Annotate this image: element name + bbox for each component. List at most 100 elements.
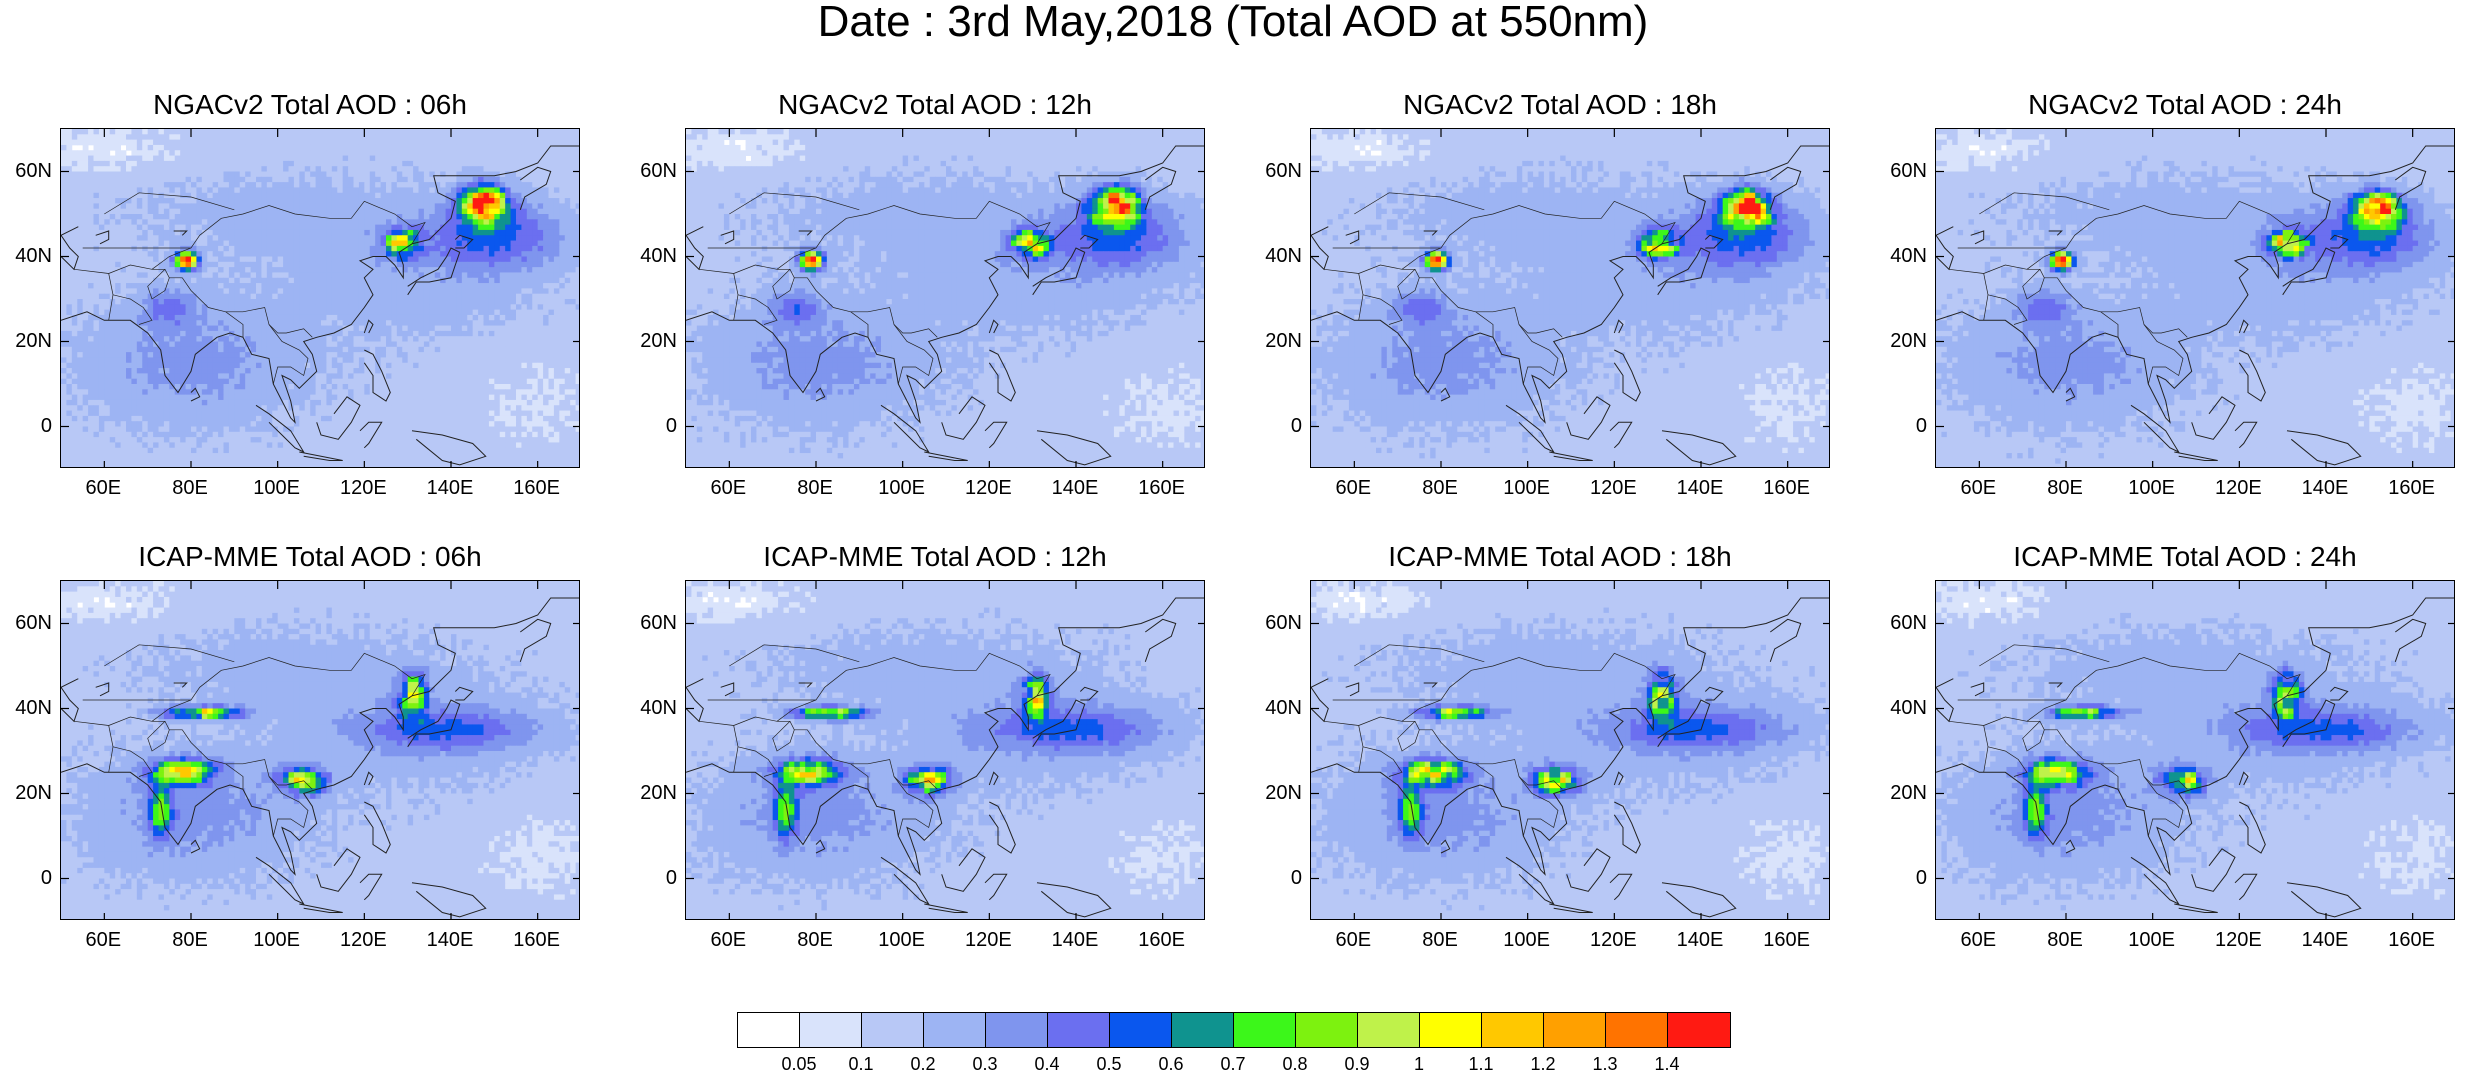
aod-cell xyxy=(381,150,387,156)
aod-cell xyxy=(348,278,354,284)
aod-cell xyxy=(261,140,267,146)
aod-cell xyxy=(261,156,267,162)
aod-cell xyxy=(310,241,316,247)
aod-cell xyxy=(115,331,121,337)
aod-cell xyxy=(66,235,72,241)
aod-cell xyxy=(316,278,322,284)
aod-cell xyxy=(424,363,430,369)
aod-cell xyxy=(451,315,457,321)
aod-cell xyxy=(435,214,441,220)
aod-cell xyxy=(310,294,316,300)
aod-cell xyxy=(462,379,468,385)
aod-cell xyxy=(359,384,365,390)
aod-cell xyxy=(429,395,435,401)
aod-cell xyxy=(175,278,181,284)
aod-cell xyxy=(386,288,392,294)
aod-cell xyxy=(516,187,522,193)
aod-cell xyxy=(419,357,425,363)
aod-cell xyxy=(245,214,251,220)
aod-cell xyxy=(456,145,462,151)
aod-cell xyxy=(115,235,121,241)
aod-cell xyxy=(505,283,511,289)
aod-cell xyxy=(66,140,72,146)
aod-cell xyxy=(489,193,495,199)
aod-cell xyxy=(370,246,376,252)
aod-cell xyxy=(88,299,94,305)
aod-cell xyxy=(229,389,235,395)
aod-cell xyxy=(256,198,262,204)
aod-cell xyxy=(462,198,468,204)
aod-cell xyxy=(310,257,316,263)
aod-cell xyxy=(234,304,240,310)
aod-cell xyxy=(554,219,560,225)
aod-cell xyxy=(175,310,181,316)
aod-cell xyxy=(299,225,305,231)
aod-cell xyxy=(299,357,305,363)
aod-cell xyxy=(576,352,580,358)
aod-cell xyxy=(191,166,197,172)
aod-cell xyxy=(413,129,419,135)
aod-cell xyxy=(159,134,165,140)
aod-cell xyxy=(484,241,490,247)
aod-cell xyxy=(159,342,165,348)
aod-cell xyxy=(494,315,500,321)
aod-cell xyxy=(402,400,408,406)
aod-cell xyxy=(191,320,197,326)
aod-cell xyxy=(397,326,403,332)
aod-cell xyxy=(429,145,435,151)
aod-cell xyxy=(451,140,457,146)
aod-cell xyxy=(462,336,468,342)
aod-cell xyxy=(494,187,500,193)
aod-cell xyxy=(386,342,392,348)
aod-cell xyxy=(359,299,365,305)
aod-cell xyxy=(489,182,495,188)
aod-cell xyxy=(289,336,295,342)
aod-cell xyxy=(402,235,408,241)
aod-cell xyxy=(99,262,105,268)
aod-cell xyxy=(359,288,365,294)
aod-cell xyxy=(283,193,289,199)
aod-cell xyxy=(294,262,300,268)
aod-cell xyxy=(72,193,78,199)
aod-cell xyxy=(316,150,322,156)
aod-cell xyxy=(196,214,202,220)
aod-cell xyxy=(283,368,289,374)
aod-cell xyxy=(245,294,251,300)
aod-cell xyxy=(505,156,511,162)
aod-cell xyxy=(451,241,457,247)
aod-cell xyxy=(245,230,251,236)
aod-cell xyxy=(391,294,397,300)
aod-cell xyxy=(289,198,295,204)
aod-cell xyxy=(554,193,560,199)
aod-cell xyxy=(234,166,240,172)
aod-cell xyxy=(576,140,580,146)
aod-cell xyxy=(408,257,414,263)
aod-cell xyxy=(256,342,262,348)
aod-cell xyxy=(359,352,365,358)
aod-cell xyxy=(294,140,300,146)
aod-cell xyxy=(337,150,343,156)
aod-cell xyxy=(191,203,197,209)
aod-cell xyxy=(348,235,354,241)
aod-cell xyxy=(402,156,408,162)
aod-cell xyxy=(532,315,538,321)
aod-cell xyxy=(326,134,332,140)
aod-cell xyxy=(272,272,278,278)
aod-cell xyxy=(364,198,370,204)
aod-cell xyxy=(554,315,560,321)
aod-cell xyxy=(202,373,208,379)
aod-cell xyxy=(66,288,72,294)
aod-cell xyxy=(500,140,506,146)
aod-cell xyxy=(245,203,251,209)
aod-cell xyxy=(207,251,213,257)
aod-cell xyxy=(229,235,235,241)
aod-cell xyxy=(337,368,343,374)
aod-cell xyxy=(240,294,246,300)
aod-cell xyxy=(521,246,527,252)
aod-cell xyxy=(451,156,457,162)
aod-cell xyxy=(142,352,148,358)
aod-cell xyxy=(440,156,446,162)
aod-cell xyxy=(348,209,354,215)
aod-cell xyxy=(137,331,143,337)
aod-cell xyxy=(186,172,192,178)
